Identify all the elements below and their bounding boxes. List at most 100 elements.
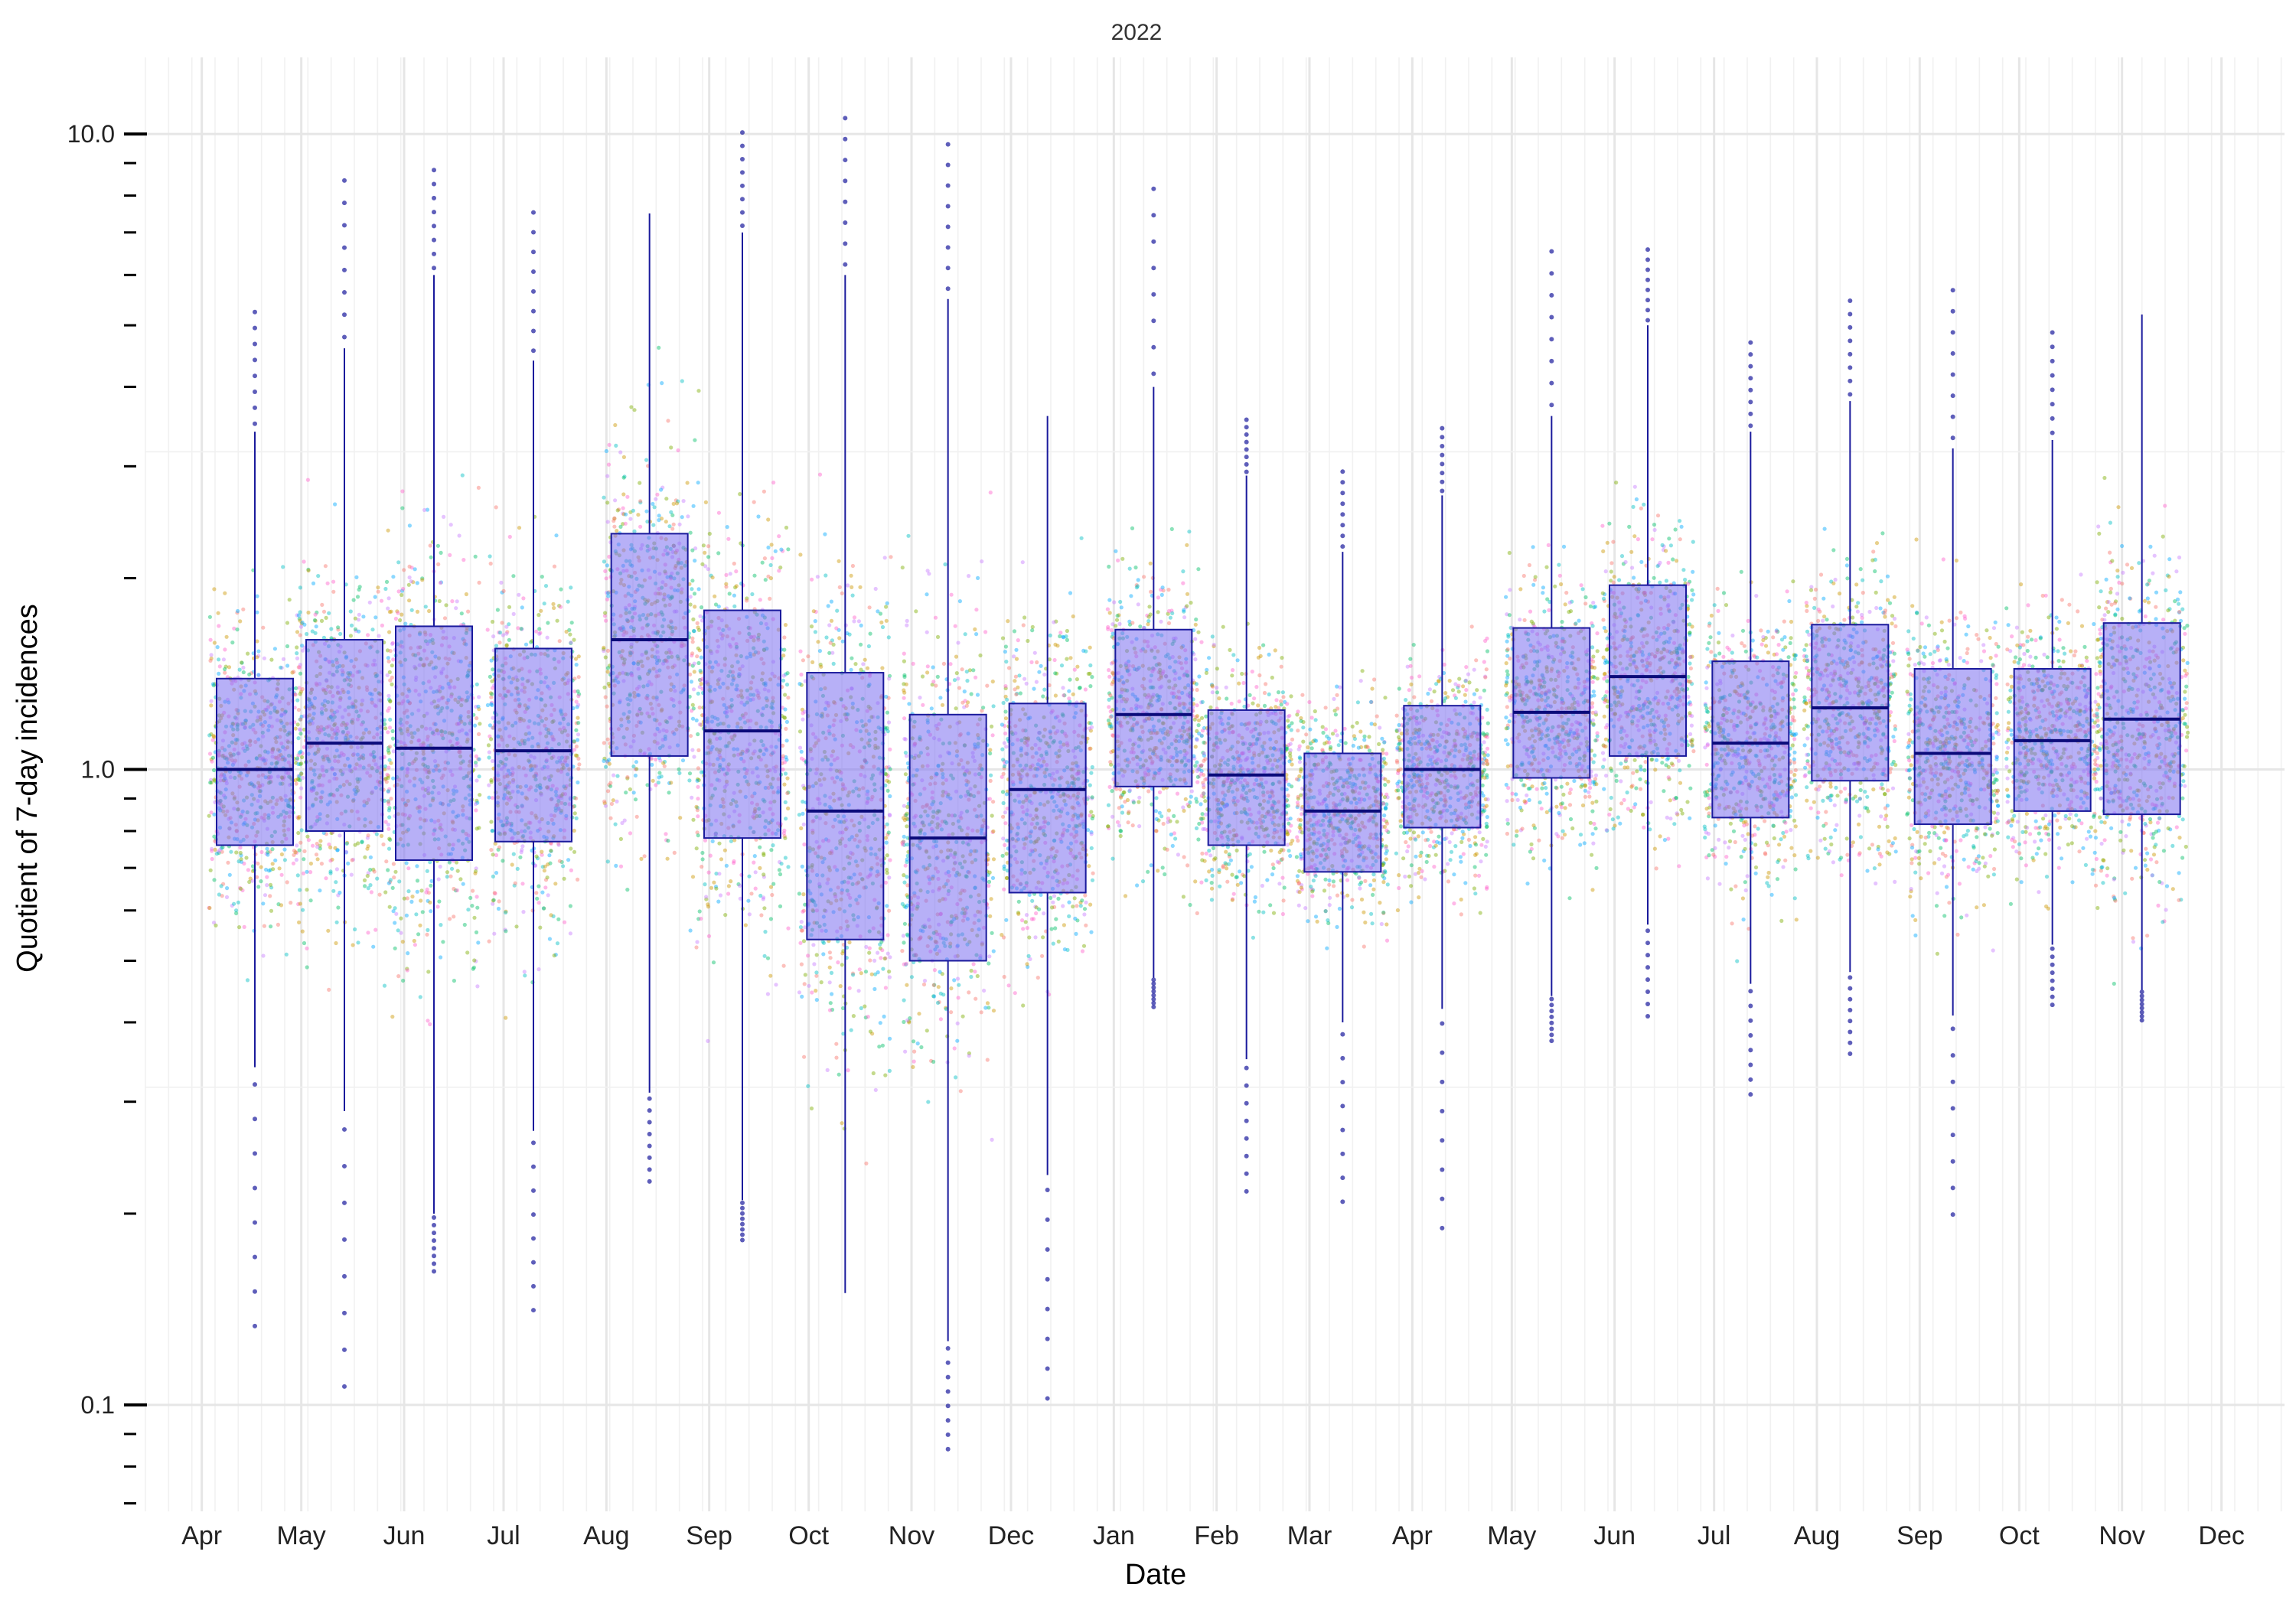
- scatter-point: [438, 864, 442, 869]
- scatter-point: [696, 748, 701, 753]
- scatter-point: [612, 524, 617, 529]
- scatter-point: [938, 1017, 943, 1022]
- scatter-point: [905, 859, 909, 865]
- scatter-point: [217, 624, 221, 628]
- scatter-point: [386, 528, 390, 533]
- scatter-point: [569, 621, 574, 625]
- scatter-point: [306, 567, 311, 572]
- scatter-point: [695, 830, 700, 835]
- scatter-point: [448, 553, 452, 558]
- scatter-point: [279, 665, 283, 670]
- scatter-point: [801, 908, 806, 913]
- scatter-point: [743, 923, 748, 927]
- scatter-point: [779, 547, 784, 552]
- scatter-point: [559, 587, 563, 592]
- scatter-point: [220, 894, 224, 898]
- scatter-point: [651, 523, 656, 527]
- scatter-point: [738, 883, 742, 888]
- scatter-point: [695, 654, 700, 659]
- scatter-point: [534, 891, 539, 895]
- scatter-point: [876, 970, 880, 975]
- scatter-point: [415, 889, 419, 894]
- scatter-point: [827, 980, 832, 985]
- scatter-point: [426, 1019, 430, 1023]
- scatter-point: [905, 857, 909, 862]
- scatter-point: [716, 605, 721, 609]
- scatter-point: [344, 850, 348, 855]
- scatter-point: [799, 672, 804, 677]
- scatter-point: [248, 876, 253, 881]
- scatter-point: [847, 632, 852, 637]
- scatter-point: [455, 888, 460, 893]
- scatter-point: [574, 816, 579, 820]
- scatter-point: [496, 847, 501, 852]
- scatter-point: [380, 623, 384, 628]
- scatter-point: [504, 643, 509, 647]
- scatter-point: [211, 734, 216, 738]
- scatter-point: [494, 852, 499, 858]
- scatter-point: [386, 745, 391, 750]
- scatter-point: [753, 870, 758, 875]
- scatter-point: [911, 661, 915, 667]
- scatter-point: [270, 847, 275, 852]
- scatter-point: [872, 986, 877, 992]
- scatter-point: [336, 627, 341, 632]
- scatter-point: [271, 867, 276, 872]
- scatter-point: [477, 580, 481, 585]
- scatter-point: [279, 666, 284, 670]
- scatter-point: [802, 709, 807, 714]
- scatter-point: [783, 693, 788, 697]
- scatter-point: [505, 630, 510, 634]
- scatter-point: [695, 808, 700, 813]
- scatter-point: [799, 749, 804, 754]
- scatter-point: [475, 716, 479, 721]
- scatter-point: [695, 621, 700, 626]
- scatter-point: [543, 885, 548, 890]
- scatter-point: [863, 657, 867, 662]
- scatter-point: [669, 781, 673, 785]
- scatter-point: [207, 905, 211, 910]
- scatter-point: [387, 725, 393, 730]
- scatter-point: [382, 983, 387, 988]
- scatter-point: [692, 755, 696, 759]
- scatter-point: [697, 648, 702, 653]
- scatter-point: [677, 522, 682, 526]
- scatter-point: [256, 673, 261, 677]
- scatter-point: [801, 811, 805, 816]
- scatter-point: [612, 773, 616, 777]
- scatter-point: [768, 562, 773, 568]
- scatter-point: [690, 748, 695, 752]
- scatter-point: [887, 875, 892, 880]
- scatter-point: [217, 657, 221, 662]
- scatter-point: [281, 657, 286, 661]
- scatter-point: [259, 849, 264, 855]
- scatter-point: [670, 526, 675, 531]
- scatter-point: [541, 906, 546, 911]
- scatter-point: [426, 891, 432, 895]
- scatter-point: [409, 899, 414, 904]
- scatter-point: [695, 940, 700, 944]
- scatter-point: [293, 777, 298, 783]
- scatter-point: [690, 875, 696, 879]
- scatter-point: [612, 519, 616, 523]
- scatter-point: [803, 925, 807, 930]
- scatter-point: [393, 869, 398, 874]
- scatter-point: [429, 878, 434, 883]
- scatter-point: [404, 861, 409, 865]
- scatter-point: [645, 783, 650, 787]
- scatter-point: [390, 675, 394, 680]
- scatter-point: [631, 790, 636, 795]
- scatter-point: [840, 591, 844, 596]
- scatter-point: [760, 560, 765, 565]
- scatter-point: [724, 585, 729, 589]
- scatter-point: [696, 625, 700, 630]
- scatter-point: [607, 442, 612, 448]
- scatter-point: [261, 901, 266, 906]
- scatter-point: [522, 970, 527, 974]
- scatter-point: [386, 606, 390, 611]
- scatter-point: [781, 754, 785, 758]
- scatter-point: [351, 857, 356, 862]
- scatter-point: [902, 674, 907, 680]
- scatter-point: [770, 556, 775, 561]
- scatter-point: [324, 832, 328, 836]
